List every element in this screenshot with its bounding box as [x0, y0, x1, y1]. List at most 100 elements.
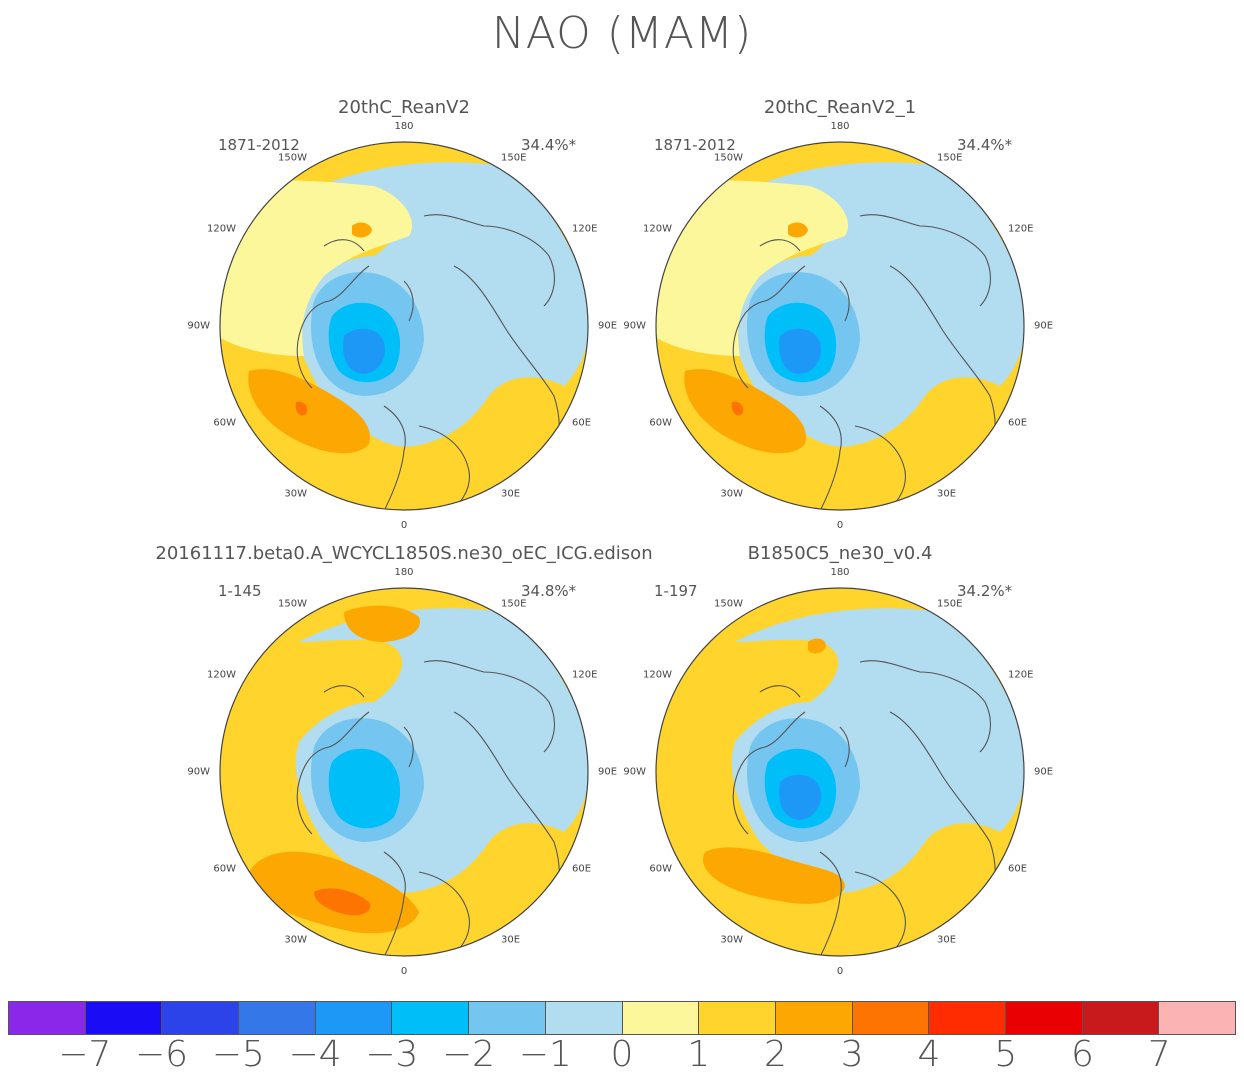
longitude-label: 90W: [623, 320, 646, 332]
period-label: 1871-2012: [654, 136, 736, 154]
variance-percent: 34.4%*: [521, 136, 577, 154]
coastlines: [296, 660, 560, 956]
longitude-label: 0: [836, 966, 844, 977]
longitude-label: 150E: [501, 598, 527, 610]
longitude-label: 90E: [1034, 766, 1054, 778]
anomaly-plus3-region: [295, 401, 308, 416]
anomaly-plus2-region: [703, 847, 845, 904]
longitude-label: 180: [394, 121, 414, 132]
polar-map: [219, 587, 589, 957]
colorbar-cell: [85, 1002, 163, 1034]
colorbar-tick-label: 6: [1071, 1034, 1094, 1075]
anomaly-plus2-region: [248, 369, 370, 454]
anomaly-plus2-pacific: [788, 222, 808, 238]
panel-title: 20161117.beta0.A_WCYCL1850S.ne30_oEC_ICG…: [155, 543, 653, 564]
anomaly-minus4-region: [779, 774, 822, 820]
period-label: 1-145: [218, 582, 262, 600]
colorbar-tick-label: 5: [994, 1034, 1018, 1075]
colorbar-tick-label: 3: [840, 1034, 864, 1075]
anomaly-plus3-region: [731, 401, 744, 416]
panel-title: 20thC_ReanV2_1: [763, 97, 917, 118]
longitude-label: 150W: [278, 598, 307, 610]
period-label: 1-197: [654, 582, 698, 600]
polar-map: [219, 141, 589, 511]
colorbar-cell: [545, 1002, 623, 1034]
colorbar-cell: [699, 1002, 776, 1034]
longitude-label: 150W: [278, 152, 307, 164]
longitude-label: 30E: [501, 488, 521, 500]
panel-title: B1850C5_ne30_v0.4: [747, 543, 933, 564]
longitude-label: 30W: [284, 488, 307, 500]
longitude-label: 120E: [572, 223, 598, 235]
coastlines: [732, 214, 996, 510]
longitude-label: 150E: [501, 152, 527, 164]
longitude-label: 120E: [1008, 669, 1034, 681]
variance-percent: 34.4%*: [957, 136, 1013, 154]
anomaly-plus2-pacific: [344, 605, 420, 642]
longitude-label: 0: [400, 520, 408, 531]
longitude-label: 150E: [937, 598, 963, 610]
anomaly-minus3-region: [328, 748, 401, 829]
map-boundary: [219, 141, 589, 511]
longitude-label: 0: [836, 520, 844, 531]
colorbar-tick-label: −7: [58, 1034, 112, 1075]
longitude-label: 30E: [937, 934, 957, 946]
longitude-label: 60E: [1008, 417, 1028, 429]
anomaly-plus2-region: [684, 369, 806, 454]
colorbar-tick-label: −5: [211, 1034, 265, 1075]
colorbar-cell: [775, 1002, 853, 1034]
map-boundary: [655, 587, 1025, 957]
colorbar-tick-label: −1: [518, 1034, 572, 1075]
colorbar-tick-label: 4: [917, 1034, 941, 1075]
colorbar-cell: [239, 1002, 316, 1034]
colorbar-tick-label: 2: [764, 1034, 787, 1075]
colorbar-cell: [469, 1002, 546, 1034]
longitude-label: 90W: [623, 766, 646, 778]
colorbar: [8, 1001, 1236, 1035]
longitude-label: 120E: [1008, 223, 1034, 235]
colorbar-cell: [852, 1002, 930, 1034]
colorbar-tick-label: −3: [365, 1034, 419, 1075]
longitude-label: 120W: [643, 669, 672, 681]
colorbar-tick-label: −6: [134, 1034, 189, 1075]
longitude-label: 180: [394, 567, 414, 578]
longitude-label: 60E: [1008, 863, 1028, 875]
longitude-label: 30W: [720, 934, 743, 946]
colorbar-cell: [9, 1002, 86, 1034]
colorbar-cell: [1005, 1002, 1083, 1034]
longitude-label: 90W: [187, 766, 210, 778]
variance-percent: 34.8%*: [521, 582, 577, 600]
variance-percent: 34.2%*: [957, 582, 1013, 600]
longitude-label: 60E: [572, 417, 592, 429]
longitude-label: 90W: [187, 320, 210, 332]
colorbar-cell: [162, 1002, 240, 1034]
longitude-label: 120W: [207, 669, 236, 681]
longitude-label: 90E: [1034, 320, 1054, 332]
colorbar-tick-label: 7: [1147, 1034, 1171, 1075]
coastlines: [296, 214, 560, 510]
longitude-label: 180: [830, 567, 850, 578]
longitude-label: 150E: [937, 152, 963, 164]
longitude-label: 30E: [937, 488, 957, 500]
anomaly-minus4-region: [779, 328, 822, 374]
longitude-label: 0: [400, 966, 408, 977]
colorbar-cell: [1159, 1002, 1235, 1034]
coastlines: [732, 660, 996, 956]
colorbar-cell: [622, 1002, 700, 1034]
anomaly-minus4-region: [343, 328, 386, 374]
colorbar-cell: [1082, 1002, 1160, 1034]
map-boundary: [655, 141, 1025, 511]
longitude-label: 180: [830, 121, 850, 132]
longitude-label: 120W: [207, 223, 236, 235]
colorbar-tick-label: −2: [441, 1034, 496, 1075]
longitude-label: 30E: [501, 934, 521, 946]
longitude-label: 150W: [714, 598, 743, 610]
polar-map: [655, 587, 1025, 957]
panel-title: 20thC_ReanV2: [338, 97, 470, 118]
longitude-label: 60W: [213, 863, 236, 875]
colorbar-cell: [929, 1002, 1006, 1034]
anomaly-plus3-region: [314, 888, 371, 916]
longitude-label: 60W: [649, 417, 672, 429]
anomaly-plus2-pacific: [808, 638, 826, 654]
longitude-label: 30W: [284, 934, 307, 946]
